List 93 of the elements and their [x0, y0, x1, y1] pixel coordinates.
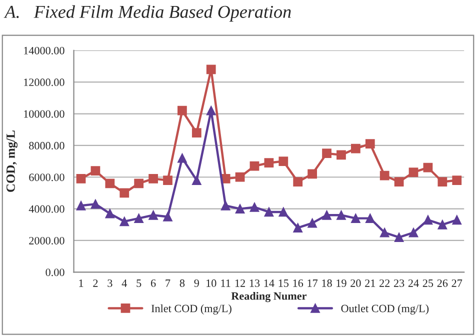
x-tick-label: 11: [221, 279, 230, 287]
x-tick-label: 24: [408, 279, 419, 287]
point: [350, 214, 360, 223]
x-tick-label: 5: [136, 280, 142, 287]
y-tick-label: 10000.00: [24, 110, 64, 118]
point: [235, 172, 245, 182]
legend-label: Inlet COD (mg/L): [151, 304, 232, 315]
y-axis-title: COD, mg/L: [6, 130, 18, 192]
point: [438, 220, 448, 230]
point: [235, 204, 245, 214]
x-tick-label: 12: [235, 279, 245, 287]
y-tick-label: 6000.00: [29, 174, 64, 182]
point: [278, 207, 288, 217]
x-tick-label: 4: [122, 280, 127, 287]
point: [438, 177, 448, 187]
point: [148, 210, 158, 220]
x-tick-label: 17: [308, 279, 318, 287]
x-tick-label: 18: [322, 279, 332, 287]
point: [250, 161, 260, 171]
point: [322, 210, 332, 220]
x-tick-label: 7: [166, 280, 170, 287]
x-tick-label: 21: [365, 279, 376, 287]
point: [380, 228, 390, 238]
y-tick-label: 2000.00: [29, 236, 64, 244]
point: [206, 64, 216, 74]
point: [90, 166, 100, 176]
point: [308, 169, 317, 179]
x-tick-label: 22: [380, 279, 390, 287]
point: [264, 207, 274, 217]
x-axis-title: Reading Numer: [231, 292, 307, 302]
point: [220, 200, 230, 210]
point: [76, 200, 86, 210]
point: [423, 162, 433, 172]
point: [264, 158, 274, 168]
point: [408, 228, 418, 238]
x-tick-label: 25: [422, 279, 434, 287]
point: [394, 177, 404, 187]
x-tick-label: 16: [293, 279, 304, 287]
x-tick-label: 19: [336, 279, 346, 287]
point: [120, 188, 130, 198]
x-tick-label: 15: [278, 279, 289, 287]
point: [293, 223, 303, 232]
point: [192, 176, 202, 185]
point: [163, 176, 172, 185]
x-tick-label: 23: [394, 279, 404, 287]
point: [148, 174, 158, 184]
x-tick-label: 6: [150, 279, 156, 287]
point: [250, 202, 260, 212]
point: [206, 106, 216, 116]
x-tick-label: 2: [93, 279, 98, 287]
point: [408, 168, 418, 178]
point: [452, 215, 462, 225]
legend-label: Outlet COD (mg/L): [341, 304, 429, 315]
point: [178, 153, 187, 163]
point: [120, 216, 130, 226]
point: [163, 212, 172, 222]
point: [105, 178, 115, 188]
y-tick-label: 8000.00: [29, 142, 64, 150]
point: [134, 214, 144, 223]
point: [293, 177, 303, 187]
point: [322, 148, 332, 158]
x-tick-label: 13: [250, 279, 260, 287]
x-tick-label: 8: [180, 279, 185, 287]
point: [365, 139, 375, 149]
x-tick-label: 10: [206, 279, 216, 287]
x-tick-label: 26: [437, 279, 448, 287]
x-tick-label: 14: [264, 279, 274, 287]
point: [336, 210, 346, 220]
point: [90, 199, 100, 209]
point: [192, 128, 202, 138]
x-tick-label: 1: [79, 279, 84, 287]
x-tick-label: 3: [108, 279, 112, 287]
point: [105, 208, 115, 218]
point: [76, 174, 86, 184]
x-tick-label: 9: [194, 279, 199, 287]
y-tick-label: 14000.00: [24, 46, 64, 54]
chart-title: A. Fixed Film Media Based Operation: [4, 5, 291, 22]
y-tick-label: 12000.00: [24, 78, 64, 86]
point: [380, 170, 390, 180]
point: [278, 156, 288, 166]
point: [308, 218, 317, 228]
point: [178, 106, 187, 116]
point: [452, 176, 462, 185]
x-tick-label: 20: [350, 279, 361, 287]
point: [134, 178, 144, 188]
x-tick-label: 27: [452, 279, 462, 287]
point: [336, 150, 346, 160]
point: [394, 232, 404, 242]
point: [350, 144, 360, 154]
y-tick-label: 0.00: [46, 268, 64, 276]
point: [365, 214, 375, 223]
point: [423, 215, 433, 225]
y-tick-label: 4000.00: [28, 205, 64, 213]
